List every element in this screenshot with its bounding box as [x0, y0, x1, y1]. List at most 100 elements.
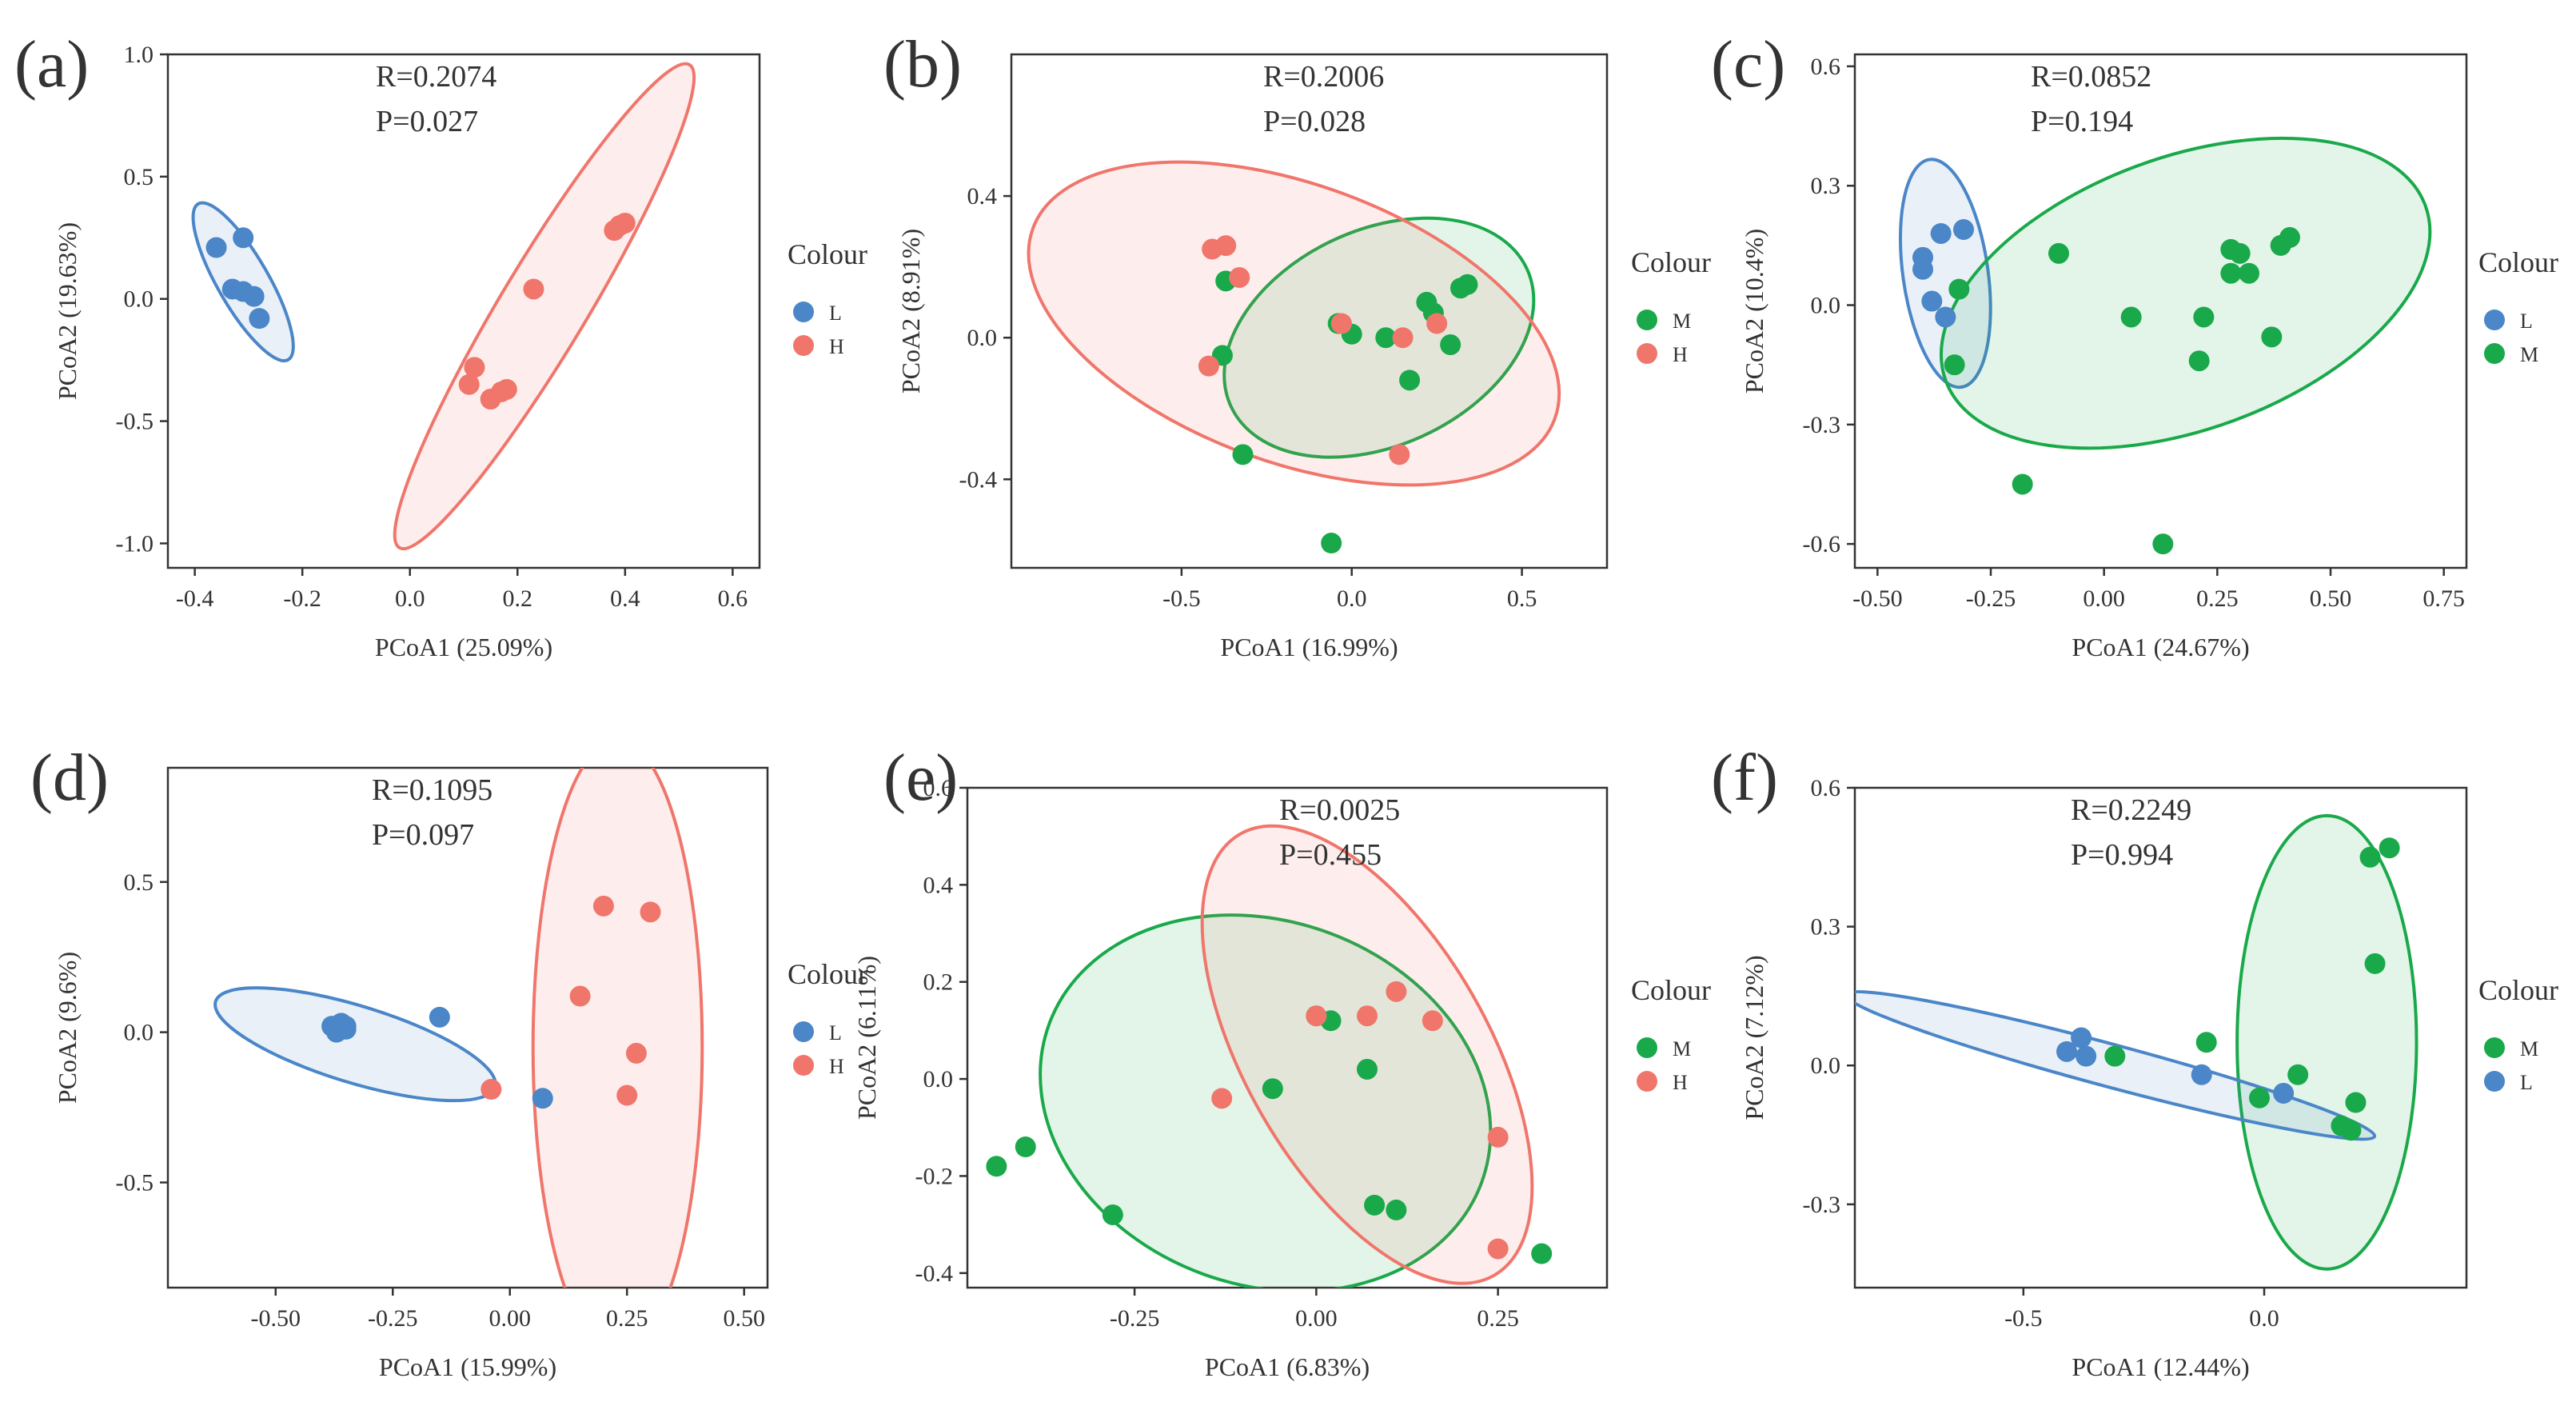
- point-M: [1321, 533, 1342, 554]
- legend-label: L: [2520, 1071, 2533, 1094]
- point-L: [1921, 290, 1943, 312]
- legend-title: Colour: [788, 958, 867, 990]
- x-tick-label: 0.4: [610, 585, 640, 612]
- panel-label: (e): [883, 741, 958, 815]
- y-axis-label: PCoA2 (6.11%): [852, 956, 881, 1120]
- point-L: [2191, 1064, 2212, 1085]
- point-H: [1426, 313, 1448, 334]
- y-axis-label: PCoA2 (9.6%): [53, 952, 82, 1104]
- legend-marker-L: [793, 302, 814, 322]
- point-M: [1944, 354, 1965, 376]
- x-tick-label: 0.00: [1295, 1305, 1338, 1332]
- legend-marker-M: [2484, 1037, 2505, 1058]
- point-H: [1357, 1005, 1378, 1027]
- x-tick-label: -0.2: [283, 585, 321, 612]
- y-axis-label: PCoA2 (10.4%): [1740, 229, 1769, 393]
- x-tick-label: 0.25: [1477, 1305, 1519, 1332]
- legend-label: M: [2520, 343, 2538, 366]
- y-axis-label: PCoA2 (19.63%): [53, 222, 82, 400]
- legend-label: L: [2520, 310, 2533, 333]
- point-M: [2379, 837, 2400, 859]
- x-tick-label: 0.75: [2422, 585, 2465, 612]
- legend-label: M: [2520, 1037, 2538, 1061]
- point-H: [625, 1042, 647, 1064]
- y-tick-label: -0.3: [1803, 412, 1841, 438]
- point-L: [243, 286, 265, 307]
- plot-area: [191, 62, 696, 551]
- point-M: [2195, 1032, 2217, 1053]
- stat-r: R=0.0852: [2031, 60, 2151, 94]
- panel-a: -0.4 -0.2 0.0 0.2 0.4 0.6 -1.0 -0.5 0.0 0.5 1.0 PCo…: [14, 27, 867, 661]
- point-M: [2345, 1092, 2367, 1113]
- legend-marker-M: [1637, 310, 1657, 330]
- point-H: [1487, 1238, 1509, 1260]
- point-M: [2287, 1064, 2309, 1085]
- legend-label: H: [829, 1055, 844, 1078]
- plot-frame: [1853, 786, 2468, 1289]
- legend-label: L: [829, 1021, 842, 1045]
- point-M: [2340, 1120, 2362, 1141]
- y-tick-label: 0.5: [124, 869, 154, 896]
- y-tick-label: 0.0: [1811, 1053, 1841, 1079]
- y-tick-label: 0.5: [124, 164, 154, 190]
- ellipse-H: [1200, 824, 1534, 1285]
- y-tick-label: 0.0: [124, 1020, 154, 1046]
- y-tick-label: 0.4: [967, 183, 998, 210]
- legend-label: M: [1673, 310, 1691, 333]
- panel-label: (f): [1711, 741, 1778, 815]
- point-H: [640, 901, 661, 923]
- x-tick-label: 0.25: [606, 1305, 648, 1332]
- legend-label: H: [1673, 343, 1688, 366]
- x-axis-label: PCoA1 (6.83%): [1205, 1352, 1370, 1381]
- legend-marker-H: [793, 1055, 814, 1076]
- legend-marker-H: [1637, 1071, 1657, 1092]
- point-M: [2048, 242, 2069, 264]
- point-M: [1262, 1078, 1283, 1100]
- legend-marker-M: [2484, 343, 2505, 364]
- point-H: [1392, 327, 1414, 349]
- x-tick-label: -0.25: [1110, 1305, 1160, 1332]
- point-H: [1330, 313, 1352, 334]
- y-tick-label: -0.5: [116, 1169, 154, 1196]
- legend-title: Colour: [1631, 974, 1711, 1006]
- point-L: [2056, 1041, 2078, 1062]
- x-tick-label: 0.50: [723, 1305, 765, 1332]
- point-M: [2104, 1045, 2126, 1067]
- point-M: [2120, 306, 2142, 328]
- legend-marker-L: [2484, 1071, 2505, 1092]
- ellipse-M: [1940, 136, 2432, 450]
- stat-r: R=0.0025: [1279, 793, 1400, 827]
- point-M: [2248, 1087, 2270, 1108]
- point-M: [1457, 274, 1478, 295]
- x-tick-label: 0.25: [2196, 585, 2239, 612]
- x-tick-label: 0.00: [2083, 585, 2125, 612]
- point-L: [532, 1088, 553, 1109]
- point-M: [2279, 226, 2300, 248]
- legend-title: Colour: [2478, 246, 2558, 278]
- point-H: [569, 985, 591, 1007]
- legend-title: Colour: [2478, 974, 2558, 1006]
- legend-title: Colour: [1631, 246, 1711, 278]
- y-tick-label: 0.0: [923, 1066, 954, 1092]
- point-M: [2220, 262, 2242, 284]
- point-L: [1912, 258, 1933, 280]
- y-tick-label: 0.2: [923, 969, 954, 996]
- y-tick-label: 0.6: [1811, 775, 1841, 801]
- point-L: [429, 1006, 450, 1028]
- x-tick-label: -0.4: [176, 585, 214, 612]
- plot-frame: [1010, 53, 1609, 569]
- x-axis-label: PCoA1 (12.44%): [2072, 1352, 2249, 1381]
- stat-p: P=0.455: [1279, 838, 1382, 872]
- point-M: [2229, 242, 2251, 264]
- point-M: [2188, 350, 2210, 372]
- point-M: [2364, 953, 2386, 974]
- point-H: [1487, 1126, 1509, 1148]
- point-M: [986, 1156, 1007, 1177]
- ellipse-L: [1855, 989, 2377, 1141]
- y-tick-label: 0.0: [1811, 293, 1841, 319]
- point-H: [614, 212, 636, 234]
- y-tick-label: -0.2: [915, 1163, 954, 1189]
- x-tick-label: 0.0: [2249, 1305, 2279, 1332]
- panel-c: -0.50 -0.25 0.00 0.25 0.50 0.75 -0.6 -0.3 0.0 0.3…: [1711, 27, 2558, 661]
- y-tick-label: 0.3: [1811, 173, 1841, 199]
